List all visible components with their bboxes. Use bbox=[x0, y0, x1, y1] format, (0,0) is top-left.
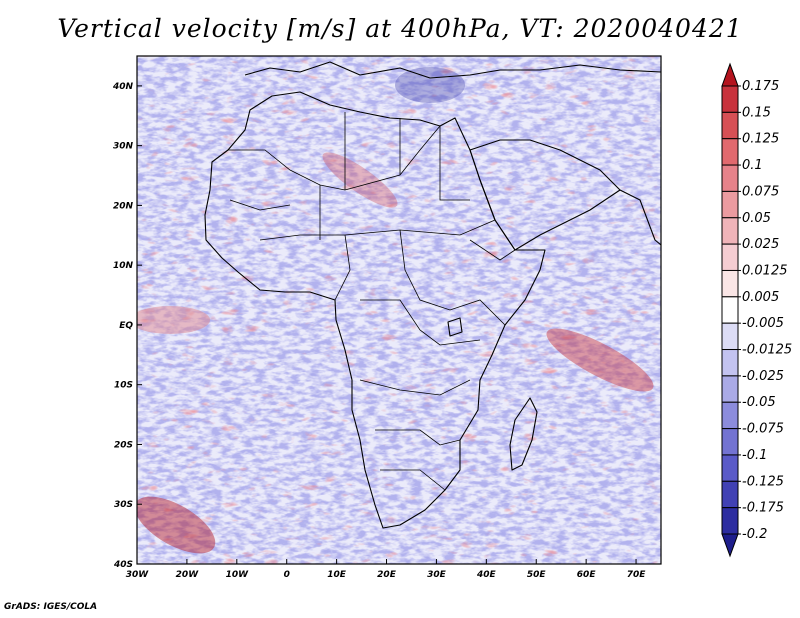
axes: 30W 20W 10W 0 10E 20E 30E 40E 50E 60E 70E 40N 30N 20N… bbox=[112, 82, 646, 580]
india-coastline bbox=[619, 189, 661, 246]
velocity-field bbox=[137, 56, 661, 564]
colorbar-label: 0.025 bbox=[742, 237, 779, 252]
colorbar-label: 0.1 bbox=[742, 158, 763, 173]
y-tick-label: 30N bbox=[113, 142, 134, 152]
colorbar-segment bbox=[721, 85, 739, 113]
colorbar-segment bbox=[721, 480, 739, 509]
map-title: Vertical velocity [m/s] at 400hPa, VT: 2… bbox=[57, 14, 743, 43]
colorbar-segment bbox=[721, 349, 739, 377]
y-tick-label: 10N bbox=[113, 261, 134, 271]
colorbar-label: -0.075 bbox=[742, 422, 784, 437]
mediterranean-downdraft bbox=[395, 67, 465, 103]
x-tick-label: 10E bbox=[327, 570, 347, 580]
colorbar-segment bbox=[721, 138, 739, 166]
x-tick-label: 70E bbox=[627, 570, 647, 580]
colorbar-label: 0.125 bbox=[742, 132, 779, 147]
colorbar-segment bbox=[721, 401, 739, 430]
africa-coastline bbox=[204, 91, 546, 529]
colorbar-label: -0.005 bbox=[742, 316, 784, 331]
x-tick-label: 40E bbox=[476, 570, 497, 580]
country-borders bbox=[228, 112, 516, 491]
sahara-updraft-streak bbox=[322, 152, 398, 208]
colorbar-top-arrow bbox=[721, 62, 739, 87]
colorbar-segment bbox=[721, 296, 739, 324]
colorbar-segment bbox=[721, 190, 739, 219]
colorbar-segment bbox=[721, 375, 739, 403]
x-tick-label: 10W bbox=[226, 570, 250, 580]
colorbar-label: 0.175 bbox=[742, 79, 779, 94]
colorbar-label: 0.0125 bbox=[742, 263, 788, 278]
colorbar-label: 0.075 bbox=[742, 184, 779, 199]
colorbar-label: -0.0125 bbox=[742, 343, 792, 358]
colorbar-segment bbox=[721, 111, 739, 140]
x-tick-label: 30E bbox=[427, 570, 447, 580]
south-atlantic-updraft bbox=[137, 496, 216, 554]
field-downdraft-texture bbox=[137, 56, 661, 564]
y-tick-label: EQ bbox=[119, 321, 133, 331]
y-tick-label: 20S bbox=[114, 440, 133, 450]
colorbar-label: -0.175 bbox=[742, 501, 784, 516]
colorbar-label: -0.125 bbox=[742, 474, 784, 489]
colorbar-label: -0.05 bbox=[742, 395, 776, 410]
colorbar-segment bbox=[721, 269, 739, 298]
colorbar-bottom-arrow bbox=[721, 533, 739, 558]
x-tick-label: 0 bbox=[284, 570, 290, 580]
plot-frame bbox=[136, 55, 662, 565]
x-tick-label: 30W bbox=[126, 570, 150, 580]
x-tick-label: 20W bbox=[176, 570, 200, 580]
colorbar-segment bbox=[721, 322, 739, 351]
x-tick-label: 20E bbox=[377, 570, 397, 580]
colorbar-label: -0.2 bbox=[742, 527, 767, 542]
colorbar-segment bbox=[721, 428, 739, 456]
colorbar-label: 0.005 bbox=[742, 290, 779, 305]
colorbar-segment bbox=[721, 454, 739, 482]
europe-coastline bbox=[244, 61, 661, 79]
colorbar-segment bbox=[721, 507, 739, 535]
colorbar-label: -0.025 bbox=[742, 369, 784, 384]
colorbar-label: 0.15 bbox=[742, 105, 771, 120]
y-tick-label: 10S bbox=[114, 381, 133, 391]
x-tick-label: 50E bbox=[527, 570, 547, 580]
y-tick-label: 30S bbox=[114, 500, 133, 510]
atlantic-equatorial-updraft bbox=[137, 306, 210, 334]
madagascar-coastline bbox=[509, 397, 538, 471]
y-tick-label: 20N bbox=[113, 201, 134, 211]
colorbar-label: -0.1 bbox=[742, 448, 767, 463]
grads-credit: GrADS: IGES/COLA bbox=[4, 602, 98, 612]
colorbar-segment bbox=[721, 217, 739, 245]
lake-victoria bbox=[447, 317, 463, 337]
colorbar-segment bbox=[721, 243, 739, 271]
y-tick-label: 40S bbox=[113, 560, 133, 570]
colorbar-segment bbox=[721, 164, 739, 192]
colorbar-label: 0.05 bbox=[742, 211, 771, 226]
x-tick-label: 60E bbox=[577, 570, 597, 580]
y-tick-label: 40N bbox=[112, 82, 134, 92]
colorbar: 0.175 0.15 0.125 0.1 0.075 0.05 0.025 0.0125 0.0… bbox=[721, 62, 792, 558]
indian-ocean-updraft-band bbox=[546, 328, 654, 392]
